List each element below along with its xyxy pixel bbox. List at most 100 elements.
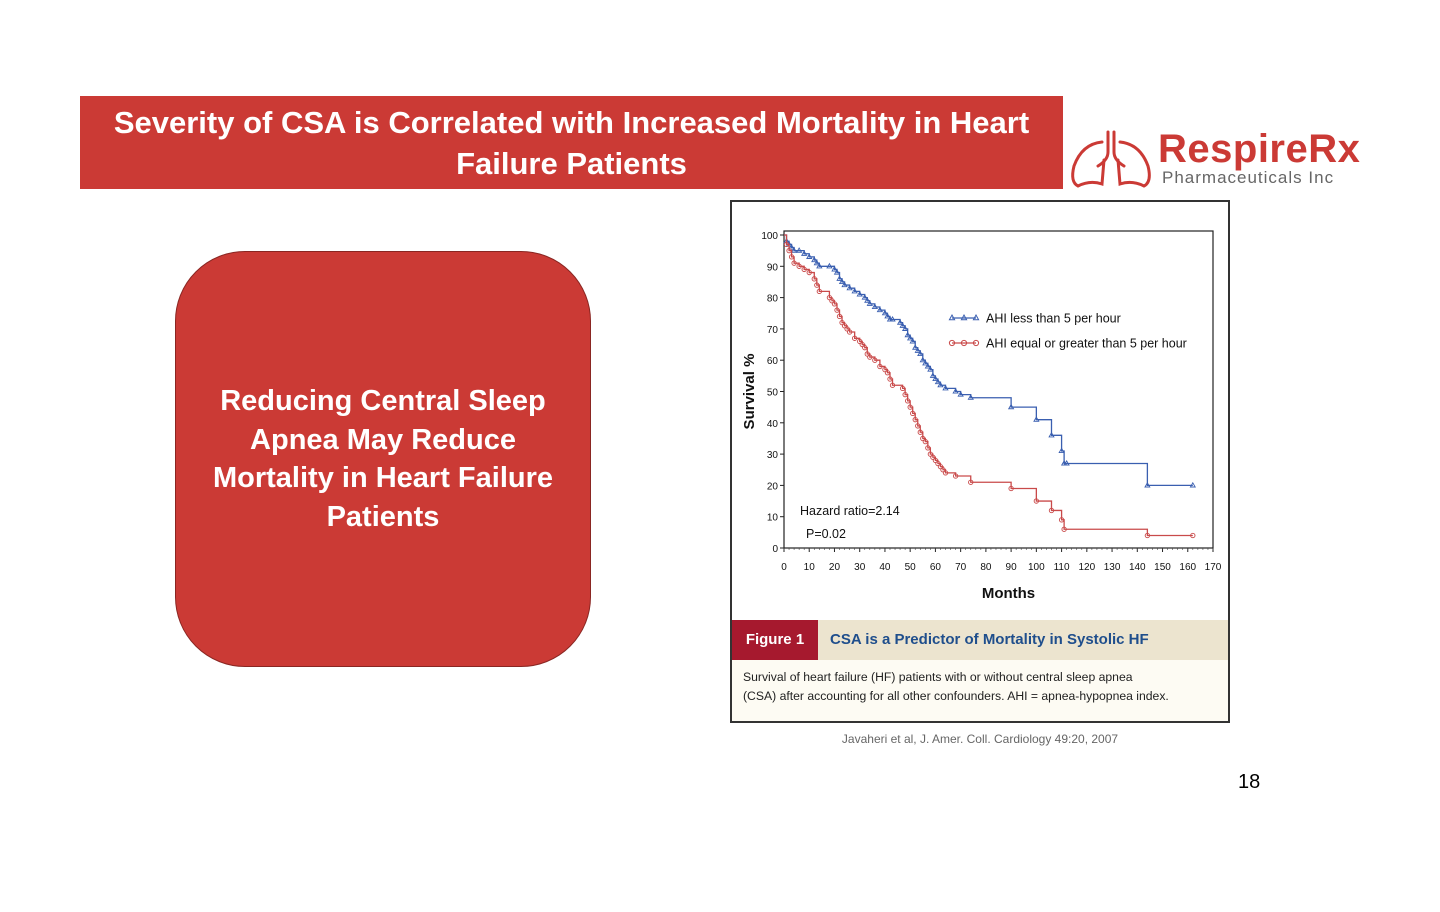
y-axis-label: Survival % [741, 354, 758, 430]
figure-panel: 0 10 20 30 40 50 60 70 80 90 100 110 120 130 140 150 160… [730, 200, 1230, 723]
figure-title: CSA is a Predictor of Mortality in Systo… [830, 631, 1149, 648]
y-tick-label: 90 [767, 262, 779, 273]
data-point [836, 275, 843, 281]
data-point [839, 319, 845, 326]
survival-chart: 0 10 20 30 40 50 60 70 80 90 100 110 120 130 140 150 160… [741, 230, 1222, 602]
data-point [806, 269, 812, 276]
data-point [925, 445, 931, 451]
data-point [831, 301, 838, 307]
x-tick-label: 90 [1006, 562, 1018, 573]
legend-triangle-icon [972, 313, 980, 321]
plot-frame [783, 230, 1214, 549]
data-point [1048, 431, 1055, 438]
data-point [932, 375, 939, 382]
data-point [783, 241, 790, 248]
data-point [872, 357, 878, 363]
data-point [811, 256, 818, 263]
data-point [841, 281, 848, 288]
logo-brand: RespireRx [1158, 127, 1361, 171]
data-point [790, 247, 798, 253]
series-line-ahi-high [784, 234, 1193, 537]
hazard-ratio-annotation: Hazard ratio=2.14 [800, 504, 900, 518]
y-tick-label: 0 [772, 544, 778, 555]
x-tick-label: 140 [1129, 562, 1146, 573]
data-point [1189, 481, 1196, 488]
data-point [864, 297, 871, 303]
x-tick-label: 70 [955, 562, 967, 573]
data-point [871, 303, 879, 310]
legend-circle-icon [972, 339, 980, 347]
x-tick-label: 30 [854, 562, 866, 573]
data-point [942, 470, 949, 476]
data-point [816, 262, 823, 269]
data-point [816, 288, 822, 294]
data-point [902, 391, 908, 398]
data-point [867, 354, 873, 360]
data-point [934, 378, 942, 385]
x-tick-label: 150 [1154, 562, 1171, 573]
x-tick-label: 60 [930, 562, 942, 573]
data-point [909, 337, 916, 344]
y-tick-label: 20 [767, 481, 779, 492]
x-tick-label: 10 [804, 562, 816, 573]
data-point [859, 341, 865, 348]
y-tick-label: 80 [767, 294, 779, 305]
data-point [937, 463, 944, 470]
data-point [957, 391, 964, 397]
legend-triangle-icon [948, 313, 956, 321]
data-point [1033, 416, 1040, 422]
data-point [922, 359, 929, 366]
data-point [882, 366, 888, 373]
data-point [904, 331, 911, 338]
data-point [912, 417, 918, 423]
caption-line-2: (CSA) after accounting for all other con… [743, 689, 1169, 703]
data-point [861, 294, 868, 300]
data-point [967, 394, 974, 400]
data-point [929, 372, 937, 378]
x-axis-label: Months [982, 585, 1035, 602]
data-point [806, 253, 813, 259]
data-point [1144, 532, 1151, 539]
data-point [864, 351, 870, 357]
data-point [831, 265, 838, 272]
logo-subtitle: Pharmaceuticals Inc [1162, 168, 1335, 187]
y-tick-label: 40 [767, 419, 779, 430]
data-point [844, 326, 850, 332]
x-tick-label: 130 [1104, 562, 1121, 573]
data-point [811, 276, 817, 282]
data-point [905, 398, 911, 404]
data-point [801, 250, 808, 256]
data-point [935, 460, 941, 467]
x-tick-label: 170 [1205, 562, 1222, 573]
data-point [862, 345, 868, 351]
slide-title-bar: Severity of CSA is Correlated with Incre… [80, 96, 1063, 189]
data-point [813, 259, 820, 266]
data-point [846, 329, 853, 335]
data-point [1033, 498, 1040, 504]
lungs-icon [1071, 130, 1151, 188]
data-point [917, 350, 924, 356]
x-tick-label: 40 [879, 562, 891, 573]
data-point [940, 467, 946, 473]
data-point [901, 325, 909, 331]
data-point [788, 244, 795, 250]
citation: Javaheri et al, J. Amer. Coll. Cardiolog… [841, 732, 1119, 746]
data-point [884, 312, 891, 319]
data-point [836, 313, 843, 320]
y-tick-label: 100 [761, 231, 778, 242]
y-tick-label: 50 [767, 388, 779, 399]
data-point [1007, 403, 1015, 410]
data-point [1063, 459, 1070, 466]
data-point [796, 263, 802, 269]
data-point [834, 307, 840, 313]
data-point [910, 410, 916, 417]
data-point [833, 269, 841, 275]
data-point [851, 287, 858, 294]
data-point [937, 381, 944, 388]
data-point [1058, 517, 1065, 523]
data-point [922, 438, 928, 445]
data-point [920, 435, 926, 442]
x-tick-label: 160 [1179, 562, 1196, 573]
data-point [857, 338, 863, 345]
data-point [829, 298, 835, 304]
